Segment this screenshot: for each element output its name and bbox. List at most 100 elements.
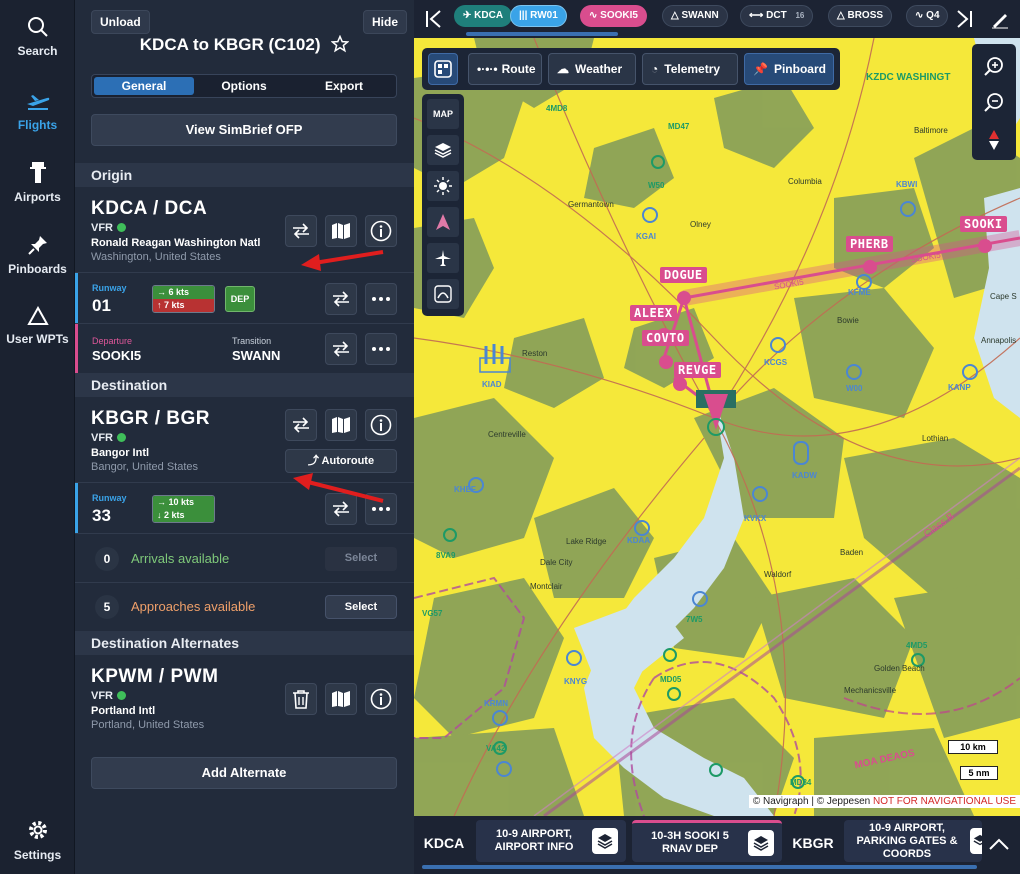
swap-procedure-button[interactable]	[325, 333, 357, 365]
waypoint-aleex[interactable]: ALEEX	[630, 305, 677, 321]
airport-label[interactable]: 7W5	[686, 615, 703, 624]
chip-bross[interactable]: △ BROSS	[828, 5, 893, 27]
alternate-info-button[interactable]	[365, 683, 397, 715]
telemetry-tool-button[interactable]: ◔ Telemetry	[642, 53, 738, 85]
airport-label[interactable]: KIAD	[482, 380, 502, 389]
collapse-right-icon[interactable]	[954, 9, 974, 29]
swap-destination-button[interactable]	[285, 409, 317, 441]
view-simbrief-ofp-button[interactable]: View SimBrief OFP	[91, 114, 397, 146]
airport-label[interactable]: W50	[648, 181, 665, 190]
hide-button[interactable]: Hide	[363, 10, 408, 34]
north-up-button[interactable]	[427, 207, 459, 237]
nav-search[interactable]: Search	[0, 16, 75, 58]
charts-scrollbar[interactable]	[422, 865, 977, 869]
waypoint-sooki[interactable]: SOOKI	[960, 216, 1007, 232]
map-view[interactable]: SOOKI PHERB DOGUE ALEEX COVTO REVGE SOOK…	[414, 38, 1020, 816]
weather-tool-button[interactable]: ☁ Weather	[548, 53, 636, 85]
chart-tab-parking[interactable]: 10-9 AIRPORT, PARKING GATES & COORDS	[844, 820, 982, 862]
map-layer-button[interactable]: MAP	[427, 99, 459, 129]
charts-origin-code[interactable]: KDCA	[423, 835, 465, 851]
charts-dest-code[interactable]: KBGR	[792, 835, 834, 851]
waypoint-covto[interactable]: COVTO	[642, 330, 689, 346]
aircraft-button[interactable]	[427, 243, 459, 273]
zoom-in-button[interactable]	[978, 50, 1010, 82]
chip-dct[interactable]: ⟷ DCT 16	[740, 5, 814, 27]
airport-label[interactable]: KDAA	[627, 536, 651, 545]
pencil-icon[interactable]	[990, 9, 1010, 29]
chip-departure[interactable]: ∿ SOOKI5	[580, 5, 647, 27]
airport-label[interactable]: MD84	[790, 778, 812, 787]
brightness-button[interactable]	[427, 171, 459, 201]
scale-nm: 5 nm	[960, 766, 998, 780]
waypoint-revge[interactable]: REVGE	[674, 362, 721, 378]
airport-label[interactable]: KANP	[948, 383, 971, 392]
swap-dest-runway-button[interactable]	[325, 493, 357, 525]
origin-map-button[interactable]	[325, 215, 357, 247]
add-alternate-button[interactable]: Add Alternate	[91, 757, 397, 789]
runway-more-button[interactable]	[365, 283, 397, 315]
chip-airway[interactable]: ∿ Q4	[906, 5, 948, 27]
nav-airports[interactable]: Airports	[0, 160, 75, 204]
airport-label[interactable]: KBWI	[896, 180, 918, 189]
airport-label[interactable]: KFME	[848, 288, 871, 297]
pinboard-tool-button[interactable]: 📌 Pinboard	[744, 53, 834, 85]
delete-alternate-button[interactable]	[285, 683, 317, 715]
unload-button[interactable]: Unload	[91, 10, 150, 34]
destination-map-button[interactable]	[325, 409, 357, 441]
compass-button[interactable]	[978, 124, 1010, 156]
chip-origin[interactable]: ✈ KDCA	[454, 5, 513, 27]
airport-label[interactable]: 4MD8	[546, 104, 568, 113]
autoroute-button[interactable]: ⤴ Autoroute	[285, 449, 397, 473]
nav-user-wpts[interactable]: User WPTs	[0, 306, 75, 346]
tab-export[interactable]: Export	[324, 79, 363, 93]
airport-label[interactable]: KHEF	[454, 485, 476, 494]
place-label: Montclair	[530, 582, 563, 591]
star-icon[interactable]	[330, 34, 350, 58]
layers-icon[interactable]	[970, 828, 982, 854]
tab-options[interactable]: Options	[221, 79, 267, 93]
chevron-up-icon[interactable]	[988, 836, 1010, 852]
destination-info-button[interactable]	[365, 409, 397, 441]
airport-label[interactable]: KNYG	[564, 677, 588, 686]
airport-label[interactable]: VG57	[422, 609, 443, 618]
airport-label[interactable]: MD05	[660, 675, 682, 684]
chart-tab-departure[interactable]: 10-3H SOOKI 5 RNAV DEP	[632, 820, 782, 862]
airport-label[interactable]: VA42	[486, 744, 506, 753]
chart-tab-airport-info[interactable]: 10-9 AIRPORT, AIRPORT INFO	[476, 820, 626, 862]
route-tool-button[interactable]: •·•·• Route	[468, 53, 542, 85]
swap-runway-button[interactable]	[325, 283, 357, 315]
layers-icon[interactable]	[748, 829, 774, 856]
airport-label[interactable]: MD47	[668, 122, 690, 131]
tab-general[interactable]: General	[94, 77, 194, 95]
airport-label[interactable]: KVKX	[744, 514, 767, 523]
zoom-out-button[interactable]	[978, 86, 1010, 118]
arrivals-select-button[interactable]: Select	[325, 547, 397, 571]
origin-runway-label: Runway	[92, 283, 127, 293]
chip-transition[interactable]: △ SWANN	[662, 5, 728, 27]
collapse-left-icon[interactable]	[424, 9, 444, 29]
nav-pinboards[interactable]: Pinboards	[0, 234, 75, 276]
airport-label[interactable]: KGAI	[636, 232, 656, 241]
airport-label[interactable]: W00	[846, 384, 863, 393]
airport-label[interactable]: 8VA9	[436, 551, 456, 560]
layers-button[interactable]	[427, 135, 459, 165]
origin-info-button[interactable]	[365, 215, 397, 247]
waypoint-pherb[interactable]: PHERB	[846, 236, 893, 252]
route-scrollbar[interactable]	[466, 32, 618, 36]
layout-toggle-button[interactable]	[428, 53, 458, 85]
trash-icon	[293, 690, 309, 709]
procedure-more-button[interactable]	[365, 333, 397, 365]
alternate-map-button[interactable]	[325, 683, 357, 715]
route-arc-button[interactable]	[427, 279, 459, 309]
nav-settings[interactable]: Settings	[0, 818, 75, 862]
airport-label[interactable]: KADW	[792, 471, 817, 480]
approaches-select-button[interactable]: Select	[325, 595, 397, 619]
waypoint-dogue[interactable]: DOGUE	[660, 267, 707, 283]
nav-flights[interactable]: Flights	[0, 90, 75, 132]
swap-origin-button[interactable]	[285, 215, 317, 247]
layers-icon[interactable]	[592, 828, 618, 854]
airport-label[interactable]: KRMN	[484, 699, 508, 708]
airport-label[interactable]: 4MD5	[906, 641, 928, 650]
airport-label[interactable]: KCGS	[764, 358, 788, 367]
chip-runway[interactable]: ||| RW01	[510, 5, 567, 27]
